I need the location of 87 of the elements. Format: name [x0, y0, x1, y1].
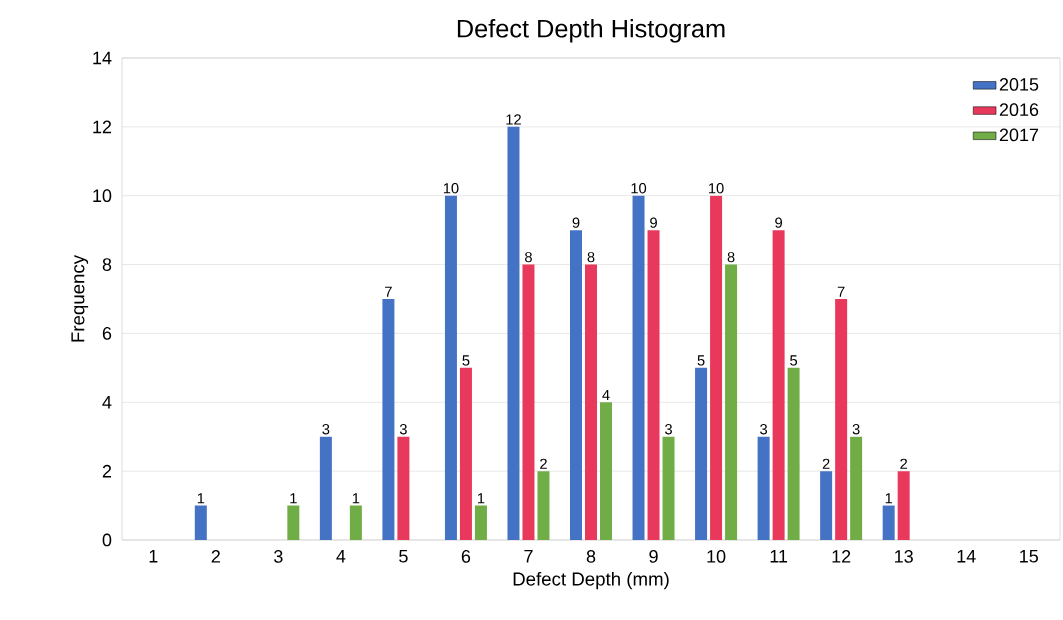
bar: [444, 195, 457, 540]
data-label: 9: [572, 217, 580, 228]
bar: [349, 505, 362, 540]
bar: [772, 230, 785, 540]
data-label: 8: [587, 251, 595, 263]
data-label: 3: [665, 424, 672, 435]
data-label: 9: [775, 217, 782, 228]
bar: [585, 264, 598, 540]
y-tick-label: 14: [93, 51, 112, 65]
data-label: 10: [709, 183, 724, 194]
data-label: 10: [631, 183, 647, 194]
data-label: 10: [443, 183, 459, 194]
x-tick-label: 6: [461, 550, 471, 563]
y-tick-label: 6: [102, 327, 112, 340]
x-tick-label: 10: [707, 550, 726, 563]
x-tick-label: 13: [895, 550, 913, 563]
data-label: 5: [697, 355, 705, 366]
bar: [507, 126, 520, 540]
bar: [882, 505, 895, 540]
y-tick-label: 8: [102, 258, 112, 271]
data-label: 5: [462, 355, 470, 366]
data-label: 1: [885, 493, 893, 504]
legend-label: 2016: [999, 103, 1039, 117]
bar: [835, 298, 848, 540]
bar: [662, 436, 675, 540]
bar: [647, 230, 660, 540]
bar: [522, 264, 535, 540]
bar: [382, 298, 395, 540]
legend-label: 2015: [999, 78, 1039, 91]
x-tick-label: 9: [649, 550, 658, 563]
data-label: 8: [525, 251, 532, 263]
bar: [725, 264, 738, 540]
x-tick-label: 1: [149, 550, 158, 563]
chart-title: Defect Depth Histogram: [457, 18, 725, 43]
y-axis-title: Frequency: [71, 254, 89, 342]
data-label: 5: [790, 355, 798, 366]
x-tick-label: 12: [832, 550, 851, 563]
data-label: 1: [352, 493, 360, 504]
bar: [695, 367, 708, 540]
y-tick-label: 4: [102, 396, 112, 409]
bar: [757, 436, 770, 540]
x-tick-label: 2: [211, 550, 220, 563]
bar: [287, 505, 300, 540]
data-label: 8: [727, 251, 735, 263]
data-label: 1: [197, 493, 205, 504]
data-label: 7: [385, 286, 392, 297]
data-label: 2: [822, 458, 830, 469]
bar: [570, 230, 583, 540]
bar: [537, 471, 550, 540]
data-label: 3: [852, 424, 860, 435]
bar: [459, 367, 472, 540]
y-tick-label: 12: [93, 120, 112, 134]
x-tick-label: 14: [957, 550, 976, 563]
x-axis-title: Defect Depth (mm): [513, 571, 669, 590]
bar: [710, 195, 723, 540]
bar: [319, 436, 332, 540]
data-label: 7: [837, 286, 845, 297]
x-tick-label: 15: [1020, 550, 1038, 563]
legend-label: 2017: [999, 128, 1039, 142]
y-tick-label: 2: [102, 464, 112, 478]
data-label: 4: [602, 389, 610, 401]
data-label: 2: [540, 458, 547, 469]
x-tick-label: 11: [770, 550, 788, 563]
bar: [787, 367, 800, 540]
x-tick-label: 5: [399, 550, 408, 563]
data-label: 3: [760, 424, 768, 435]
x-tick-label: 7: [524, 550, 533, 563]
bar: [897, 471, 910, 540]
bar: [474, 505, 487, 540]
data-label: 12: [506, 114, 521, 125]
bar: [850, 436, 863, 540]
x-tick-label: 3: [274, 550, 283, 563]
x-tick-label: 8: [586, 550, 596, 563]
bar: [820, 471, 833, 540]
bar: [632, 195, 645, 540]
data-label: 1: [477, 493, 485, 504]
data-label: 2: [900, 458, 908, 469]
bar: [397, 436, 410, 540]
data-label: 1: [290, 493, 297, 504]
data-label: 3: [322, 424, 330, 435]
bar: [194, 505, 207, 540]
data-label: 3: [399, 424, 407, 435]
y-tick-label: 0: [102, 533, 112, 547]
data-label: 9: [650, 217, 657, 228]
bar: [600, 402, 612, 540]
x-tick-label: 4: [336, 550, 346, 563]
y-tick-label: 10: [93, 189, 112, 203]
